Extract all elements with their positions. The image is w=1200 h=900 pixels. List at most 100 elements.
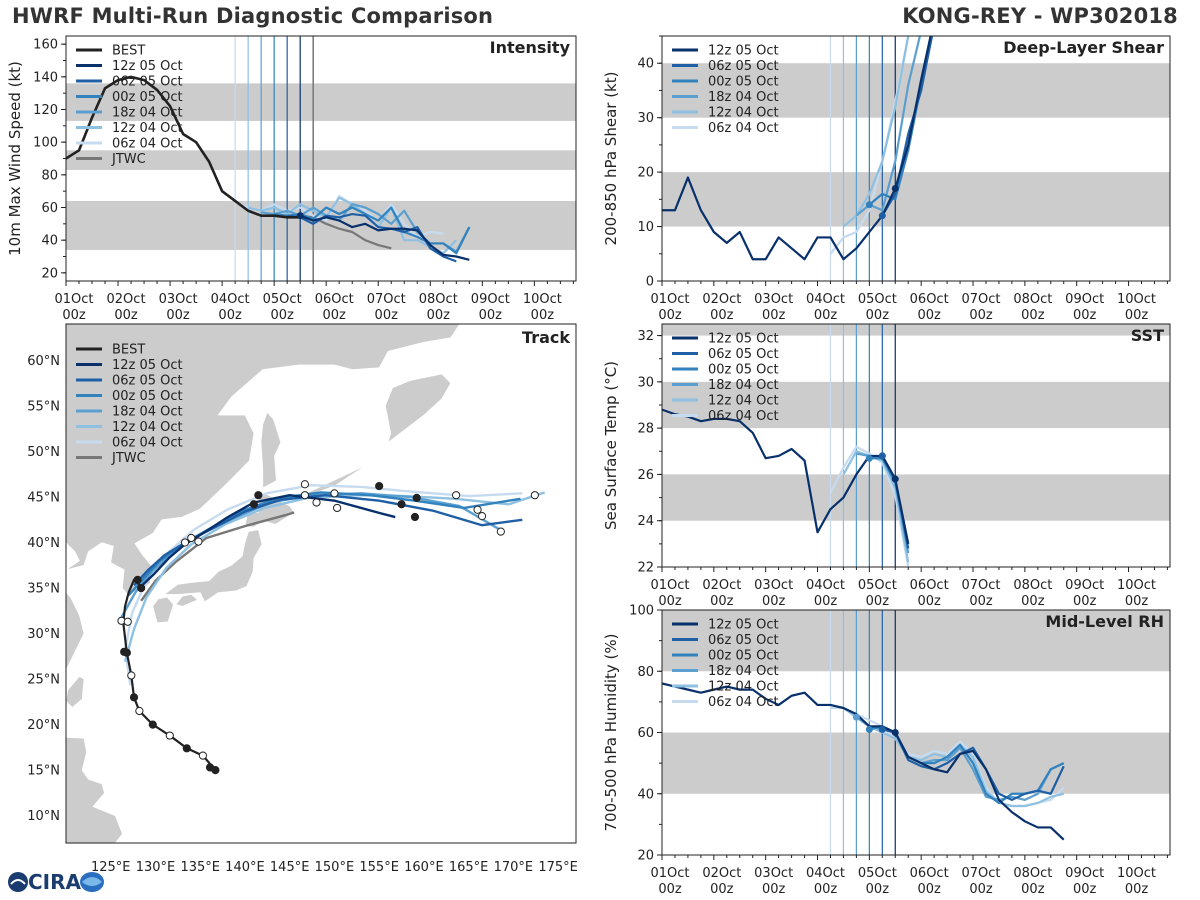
series-marker: [865, 454, 873, 462]
y-tick-label: 160: [33, 38, 58, 53]
lat-label: 20°N: [27, 718, 60, 733]
storm-id-title: KONG-REY - WP302018: [902, 4, 1178, 28]
x-tick-sublabel: 00z: [1125, 594, 1149, 609]
series-marker: [878, 452, 886, 460]
x-tick-label: 08Oct: [1013, 578, 1052, 593]
x-tick-label: 03Oct: [754, 578, 793, 593]
track-point-12z: [127, 671, 136, 680]
y-tick-label: 28: [637, 422, 654, 437]
x-tick-sublabel: 00z: [166, 308, 190, 323]
y-tick-label: 80: [41, 168, 58, 183]
series-line-12z-04-oct: [842, 36, 910, 228]
lon-label: 170°E: [494, 860, 534, 875]
x-tick-sublabel: 00z: [1073, 882, 1097, 897]
x-tick-sublabel: 00z: [814, 882, 838, 897]
y-tick-label: 30: [637, 375, 654, 390]
legend-label: 18z 04 Oct: [708, 664, 779, 679]
legend-label: 12z 04 Oct: [708, 106, 779, 121]
panel-title: Track: [522, 328, 570, 347]
track-point-00z: [254, 491, 263, 500]
y-axis-label: 200-850 hPa Shear (kt): [602, 72, 620, 246]
track-line-06z-05-oct: [133, 493, 523, 587]
track-point-12z: [312, 498, 321, 507]
x-tick-label: 04Oct: [806, 292, 845, 307]
track-point-12z: [330, 489, 339, 498]
x-tick-label: 04Oct: [806, 578, 845, 593]
legend-label: 12z 05 Oct: [112, 358, 183, 373]
y-tick-label: 20: [637, 166, 654, 181]
track-point-12z: [452, 491, 461, 500]
y-tick-label: 60: [41, 201, 58, 216]
y-tick-label: 100: [33, 136, 58, 151]
x-tick-sublabel: 00z: [710, 308, 734, 323]
series-marker: [878, 212, 886, 220]
x-tick-sublabel: 00z: [658, 308, 682, 323]
lon-label: 165°E: [449, 860, 489, 875]
y-axis-label: Sea Surface Temp (°C): [602, 361, 620, 530]
legend-label: 00z 05 Oct: [708, 75, 779, 90]
x-tick-sublabel: 00z: [969, 308, 993, 323]
track-point-12z: [187, 533, 196, 543]
track-point-12z: [473, 505, 482, 514]
y-tick-label: 120: [33, 103, 58, 118]
panel-title: Intensity: [490, 38, 571, 57]
legend-label: 12z 04 Oct: [708, 394, 779, 409]
x-tick-label: 04Oct: [806, 866, 845, 881]
philippines-landmass: [66, 737, 123, 843]
x-tick-sublabel: 00z: [917, 308, 941, 323]
x-tick-label: 10Oct: [1117, 578, 1156, 593]
mainland-landmass: [66, 324, 461, 671]
x-tick-sublabel: 00z: [917, 594, 941, 609]
x-tick-label: 07Oct: [962, 866, 1001, 881]
track-point-12z: [477, 512, 487, 521]
taiwan-landmass: [66, 675, 85, 708]
series-marker: [852, 713, 860, 721]
track-point-00z: [412, 493, 421, 503]
track-point-00z: [120, 647, 129, 656]
x-tick-sublabel: 00z: [814, 308, 838, 323]
track-point-00z: [375, 481, 384, 491]
y-tick-label: 100: [629, 604, 654, 619]
y-axis-label: 10m Max Wind Speed (kt): [6, 61, 24, 256]
y-tick-label: 60: [637, 726, 654, 741]
track-point-12z: [198, 751, 207, 760]
threshold-band: [662, 610, 1170, 672]
cira-logo: CIRA: [8, 870, 104, 894]
x-tick-sublabel: 00z: [1021, 594, 1045, 609]
panel-title: Mid-Level RH: [1045, 612, 1164, 631]
plot-frame: [661, 35, 1171, 282]
lon-label: 125°E: [91, 860, 131, 875]
track-point-12z: [123, 617, 132, 626]
plot-area: [662, 610, 1170, 855]
series-marker: [865, 725, 873, 733]
series-line-06z-05-oct: [882, 728, 1065, 801]
legend-label: 18z 04 Oct: [112, 106, 183, 121]
threshold-band: [66, 83, 576, 121]
x-tick-sublabel: 00z: [1125, 882, 1149, 897]
legend-label: 06z 04 Oct: [112, 436, 183, 451]
lon-label: 160°E: [404, 860, 444, 875]
track-line-06z-04-oct: [123, 483, 523, 686]
series-line-06z-05-oct: [881, 36, 934, 217]
plot-area: [662, 36, 1170, 281]
y-tick-label: 80: [637, 665, 654, 680]
y-axis-label: 700-500 hPa Humidity (%): [602, 633, 620, 831]
x-tick-label: 03Oct: [754, 866, 793, 881]
lat-label: 30°N: [27, 627, 60, 642]
sakhalin-landmass: [260, 411, 282, 489]
x-tick-label: 01Oct: [650, 292, 689, 307]
series-line-12z-05-oct: [662, 36, 932, 261]
legend-label: 12z 04 Oct: [112, 420, 183, 435]
x-tick-label: 08Oct: [419, 292, 458, 307]
track-line-12z-05-oct: [140, 493, 396, 588]
plot-frame: [661, 323, 1171, 568]
legend-label: 12z 05 Oct: [708, 44, 779, 59]
track-point-00z: [397, 500, 406, 509]
series-marker: [891, 729, 899, 736]
x-tick-label: 01Oct: [650, 578, 689, 593]
x-tick-label: 02Oct: [107, 292, 146, 307]
x-tick-label: 06Oct: [910, 578, 949, 593]
legend-label: 12z 05 Oct: [708, 618, 779, 633]
x-tick-sublabel: 00z: [762, 594, 786, 609]
track-point-12z: [300, 491, 309, 500]
